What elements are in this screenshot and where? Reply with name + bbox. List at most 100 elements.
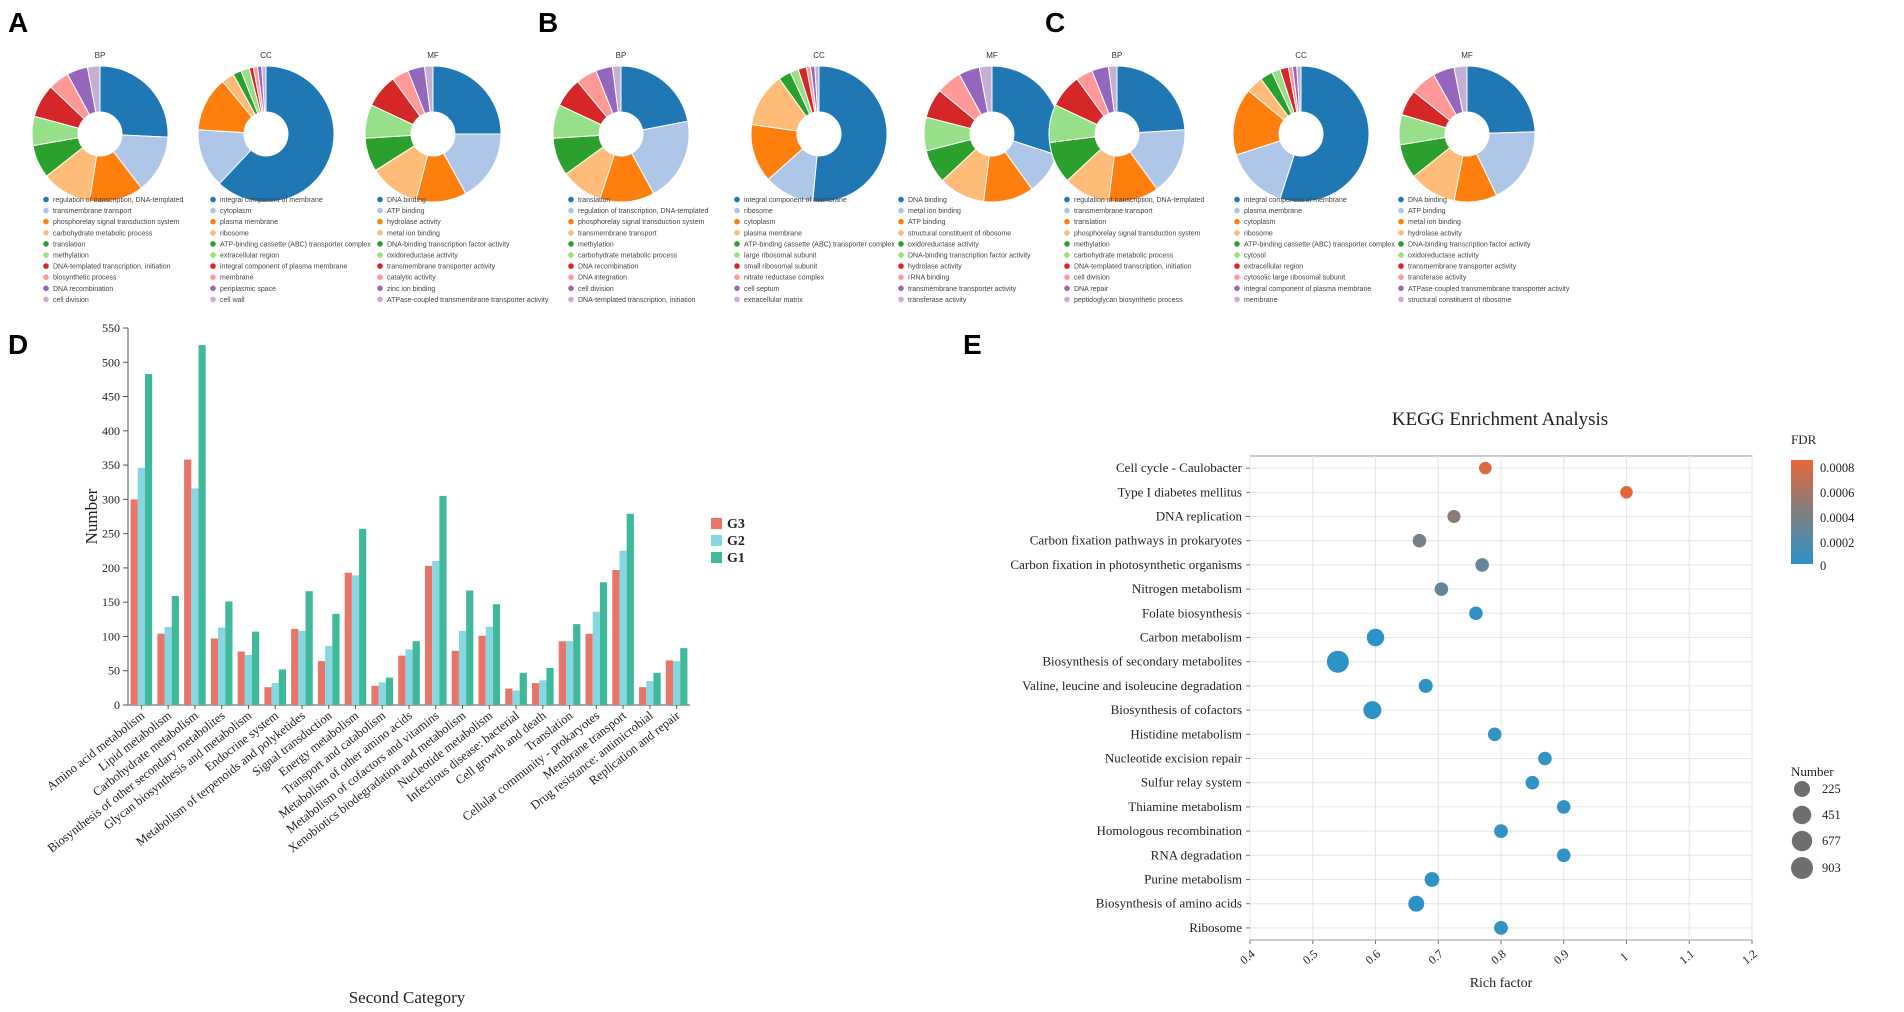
legend-label: structural constituent of ribosome <box>1408 297 1511 304</box>
bar-g3 <box>344 572 352 705</box>
bar-g2 <box>218 627 226 705</box>
donut-cc: CC integral component of membrane plasma m… <box>1232 51 1395 304</box>
bar-g2 <box>673 661 681 705</box>
donut-mf: MF DNA binding ATP binding hydrolase activi… <box>364 51 549 304</box>
legend-swatch <box>210 274 216 281</box>
legend-swatch <box>377 263 383 269</box>
legend-swatch <box>43 274 49 281</box>
donut-title: BP <box>95 51 106 60</box>
legend-swatch <box>898 207 904 214</box>
donut-title: CC <box>813 51 825 60</box>
legend-label: plasma membrane <box>220 219 278 226</box>
x-axis-title: Rich factor <box>1470 976 1533 991</box>
donut-title: MF <box>986 51 998 60</box>
bar-g1 <box>653 672 661 705</box>
donut-cc: CC integral component of membrane cytoplas… <box>197 51 371 304</box>
legend-swatch <box>43 241 49 247</box>
legend-swatch <box>711 552 722 563</box>
legend-swatch <box>568 285 574 292</box>
bar-g3 <box>317 661 326 705</box>
donut-slice <box>432 65 502 135</box>
legend-swatch <box>898 241 904 247</box>
donut-slice <box>1475 131 1536 196</box>
legend-label: phosphorelay signal transduction system <box>1074 230 1201 237</box>
size-legend-tick: 677 <box>1822 834 1841 848</box>
bar-g2 <box>432 561 440 705</box>
legend-swatch <box>568 274 574 281</box>
legend-swatch <box>1234 274 1240 281</box>
legend-label: transmembrane transport <box>53 208 132 215</box>
legend-label: cell septum <box>744 286 780 293</box>
bar-g1 <box>492 604 501 705</box>
panel-label: C <box>1045 7 1065 38</box>
x-tick-label: 1 <box>1617 950 1631 965</box>
legend-label: DNA recombination <box>578 264 638 271</box>
legend-swatch <box>734 230 740 236</box>
legend-label: transmembrane transport <box>578 230 657 237</box>
y-tick-label: Thiamine metabolism <box>1128 799 1242 814</box>
legend-label: carbohydrate metabolic process <box>1074 253 1174 260</box>
legend-label: integral component of membrane <box>1244 197 1347 204</box>
y-tick-label: 200 <box>102 561 120 575</box>
legend-label: extracellular region <box>1244 264 1303 271</box>
bar-g1 <box>519 672 527 705</box>
bar-g3 <box>451 650 459 705</box>
bar-g3 <box>665 660 674 705</box>
bar-g1 <box>599 582 608 705</box>
legend-swatch <box>43 296 49 303</box>
legend-label: DNA-binding transcription factor activit… <box>387 241 510 248</box>
legend-label: rRNA binding <box>908 275 949 282</box>
color-legend-bar <box>1791 460 1813 564</box>
bubble-point <box>1447 509 1461 524</box>
x-tick-label: 1.1 <box>1676 947 1696 967</box>
legend-label: cytoplasm <box>744 219 776 226</box>
legend-swatch <box>1064 296 1070 303</box>
donut-title: MF <box>1461 51 1473 60</box>
bar-g2 <box>271 683 279 705</box>
legend-label: hydrolase activity <box>908 264 962 271</box>
color-legend-tick: 0.0002 <box>1820 536 1854 550</box>
bar-g1 <box>439 495 447 705</box>
bar-g1 <box>680 648 688 705</box>
bar-g3 <box>237 651 245 705</box>
y-tick-label: 250 <box>102 527 120 541</box>
bar-g1 <box>225 601 233 705</box>
donut-title: CC <box>1295 51 1307 60</box>
x-tick-label: 0.9 <box>1551 947 1571 967</box>
x-tick-label: 0.8 <box>1488 947 1508 967</box>
donut-slice <box>814 65 820 113</box>
legend-label: methylation <box>53 253 89 260</box>
bubble-point <box>1538 751 1552 766</box>
legend-swatch <box>1064 252 1070 258</box>
bar-g2 <box>458 630 467 705</box>
bar-g3 <box>371 685 379 705</box>
legend-swatch <box>898 296 904 303</box>
legend-label: integral component of membrane <box>744 197 847 204</box>
y-tick-label: Purine metabolism <box>1144 872 1242 887</box>
legend-swatch <box>734 252 740 258</box>
legend-label: periplasmic space <box>220 286 276 293</box>
bar-g1 <box>278 669 286 705</box>
legend-label: carbohydrate metabolic process <box>578 253 678 260</box>
bar-g3 <box>532 683 540 705</box>
legend-swatch <box>1064 230 1070 236</box>
legend-swatch <box>1234 241 1240 247</box>
legend-label: biosynthetic process <box>53 275 117 282</box>
bubble-point <box>1494 824 1508 838</box>
y-tick-label: Histidine metabolism <box>1130 726 1242 741</box>
y-tick-label: Biosynthesis of cofactors <box>1111 702 1242 717</box>
size-legend-circle <box>1791 830 1813 852</box>
legend-label: metal ion binding <box>1408 219 1461 226</box>
legend-label: translation <box>578 197 610 204</box>
legend-label: ATP-binding cassette (ABC) transporter c… <box>744 241 895 248</box>
x-tick-label: 0.6 <box>1363 947 1383 967</box>
donut-slice <box>261 65 267 113</box>
legend-swatch <box>1398 252 1404 258</box>
legend-swatch <box>1398 230 1404 236</box>
legend-label: hydrolase activity <box>387 219 441 226</box>
y-tick-label: Valine, leucine and isoleucine degradati… <box>1022 678 1242 693</box>
legend-swatch <box>1234 230 1240 236</box>
y-tick-label: 150 <box>102 595 120 609</box>
bubble-point <box>1556 800 1571 814</box>
bar-g2 <box>351 575 360 705</box>
